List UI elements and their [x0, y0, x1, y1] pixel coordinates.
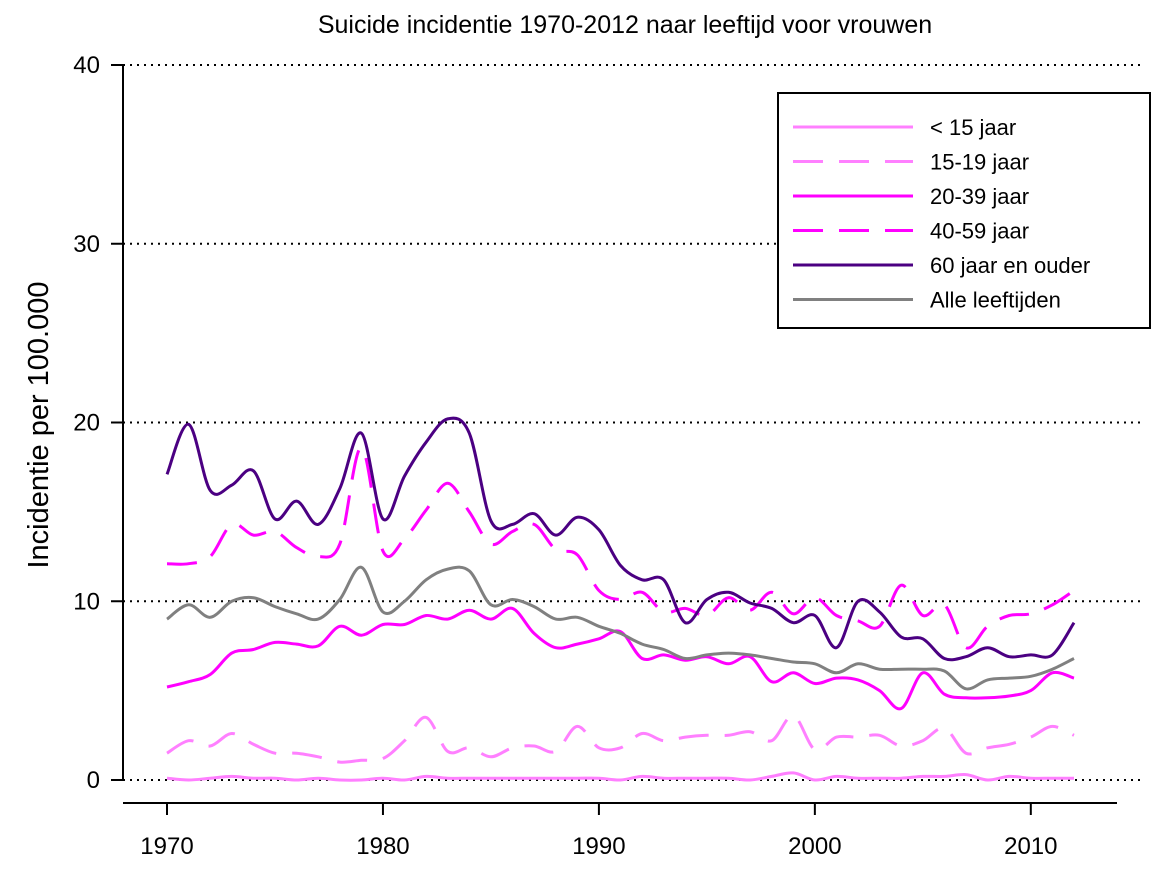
- legend-label-60-jaar-en-ouder: 60 jaar en ouder: [930, 253, 1090, 278]
- legend-label-15-jaar: < 15 jaar: [930, 115, 1016, 140]
- legend-label-40-59-jaar: 40-59 jaar: [930, 219, 1029, 244]
- series-line-alle-leeftijden: [166, 565, 1075, 691]
- x-tick-label-2000: 2000: [788, 833, 841, 860]
- y-tick-label-0: 0: [87, 767, 100, 794]
- y-tick-label-10: 10: [73, 588, 100, 615]
- chart-title: Suicide incidentie 1970-2012 naar leefti…: [318, 11, 932, 39]
- x-tick-label-1980: 1980: [356, 833, 409, 860]
- series-line-15-jaar: [166, 771, 1074, 782]
- series-line-15-19-jaar: [166, 714, 1075, 764]
- legend-label-20-39-jaar: 20-39 jaar: [930, 184, 1029, 209]
- legend-label-15-19-jaar: 15-19 jaar: [930, 150, 1029, 175]
- y-tick-label-40: 40: [73, 52, 100, 79]
- y-tick-label-20: 20: [73, 410, 100, 437]
- series-line-40-59-jaar: [166, 445, 1075, 650]
- legend-label-alle-leeftijden: Alle leeftijden: [930, 288, 1061, 313]
- y-axis: 0 10 20 30 40: [73, 52, 124, 794]
- legend: < 15 jaar 15-19 jaar 20-39 jaar 40-59 jaar 6…: [777, 92, 1151, 329]
- x-tick-label-2010: 2010: [1004, 833, 1057, 860]
- y-axis-label: Incidentie per 100.000: [23, 282, 55, 569]
- y-tick-label-30: 30: [73, 231, 100, 258]
- series-line-20-39-jaar: [166, 606, 1075, 711]
- legend-box: [777, 92, 1151, 329]
- x-tick-label-1990: 1990: [572, 833, 625, 860]
- x-axis: 1970 1980 1990 2000 2010: [123, 802, 1117, 860]
- x-tick-label-1970: 1970: [140, 833, 193, 860]
- series-line-60-jaar-en-ouder: [165, 416, 1076, 662]
- series-lines: [165, 416, 1076, 782]
